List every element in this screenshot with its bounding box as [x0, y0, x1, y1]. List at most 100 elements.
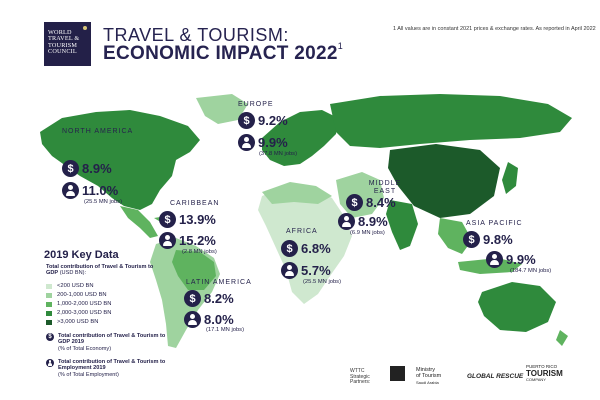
stat-middle-east-gdp: $ 8.4%: [346, 194, 396, 211]
dollar-icon: $: [46, 333, 54, 341]
dollar-icon: $: [159, 211, 176, 228]
legend-employment-icon-explainer: Total contribution of Travel & Tourism t…: [46, 359, 166, 378]
employment-value: 8.0%: [204, 312, 234, 327]
gdp-value: 9.8%: [483, 232, 513, 247]
legend-item: 2,000-3,000 USD BN: [46, 310, 111, 316]
stat-middle-east-employment: 8.9%: [338, 213, 388, 230]
legend-swatch: [46, 283, 52, 289]
dollar-icon: $: [346, 194, 363, 211]
partners-label: WTTC Strategic Partners:: [350, 368, 371, 386]
gdp-value: 9.2%: [258, 113, 288, 128]
legend-swatch: [46, 319, 52, 325]
central-america-shape: [120, 206, 158, 238]
gdp-value: 8.9%: [82, 161, 112, 176]
employment-value: 5.7%: [301, 263, 331, 278]
southeast-asia-shape: [438, 218, 472, 254]
logo-line-4: COUNCIL: [48, 48, 77, 56]
stat-caribbean-employment: 15.2%: [159, 232, 216, 249]
employment-value: 8.9%: [358, 214, 388, 229]
north-america-shape: [40, 110, 200, 210]
region-label-africa: AFRICA: [286, 228, 318, 235]
dollar-icon: $: [281, 240, 298, 257]
employment-value: 11.0%: [82, 183, 119, 198]
north-africa-shape: [262, 182, 332, 204]
legend-label: 1,000-2,000 USD BN: [57, 301, 112, 307]
jobs-value: (25.5 MN jobs): [84, 199, 123, 205]
legend-item: 200-1,000 USD BN: [46, 292, 107, 298]
legend-swatch: [46, 292, 52, 298]
ministry-line: Saudi Arabia: [416, 379, 439, 385]
logo-dot-icon: [83, 26, 87, 30]
wttc-logo: WORLD TRAVEL & TOURISM COUNCIL: [44, 22, 91, 66]
tourism-line: COMPANY: [526, 377, 546, 382]
region-label-north-america: NORTH AMERICA: [62, 128, 134, 135]
ministry-line: Ministry: [416, 367, 435, 373]
stat-caribbean-gdp: $ 13.9%: [159, 211, 216, 228]
stat-north-america-employment: 11.0%: [62, 182, 118, 199]
stat-europe-employment: 9.9%: [238, 134, 288, 151]
legend-employment-label: Total contribution of Travel & Tourism t…: [58, 359, 166, 372]
jobs-value: (25.5 MN jobs): [303, 279, 342, 285]
jobs-value: (6.9 MN jobs): [350, 230, 385, 236]
footnote: 1 All values are in constant 2021 prices…: [393, 26, 596, 32]
person-icon: [62, 182, 79, 199]
india-shape: [386, 200, 418, 250]
gdp-value: 8.4%: [366, 195, 396, 210]
brazil-shape: [172, 250, 216, 290]
partner-puerto-rico-logo: PUERTO RICO TOURISM COMPANY: [526, 364, 563, 384]
key-data-subtitle-bold: Total contribution of Travel & Tourism t…: [46, 264, 154, 277]
dollar-icon: $: [463, 231, 480, 248]
greenland-shape: [196, 94, 248, 124]
jobs-value: (37.8 MN jobs): [259, 151, 298, 157]
russia-shape: [330, 94, 572, 148]
logo-line-1: WORLD: [48, 29, 72, 36]
partners-label-line: Strategic: [350, 373, 370, 380]
tourism-line: TOURISM: [526, 368, 563, 378]
partners-label-line: WTTC: [350, 368, 365, 374]
person-icon: [338, 213, 355, 230]
region-label-latin-america: LATIN AMERICA: [186, 279, 252, 286]
title-footnote-mark: 1: [337, 41, 344, 51]
legend-item: 1,000-2,000 USD BN: [46, 301, 111, 307]
employment-value: 9.9%: [258, 135, 288, 150]
legend-swatch: [46, 301, 52, 307]
legend-label: <200 USD BN: [57, 283, 94, 289]
stat-north-america-gdp: $ 8.9%: [62, 160, 112, 177]
key-data-subtitle-unit: (USD BN):: [59, 270, 87, 277]
person-icon: [281, 262, 298, 279]
gdp-value: 6.8%: [301, 241, 331, 256]
legend-gdp-unit: (% of Total Economy): [58, 345, 112, 352]
ministry-line: of Tourism: [416, 372, 442, 379]
region-label-asia-pacific: ASIA PACIFIC: [466, 220, 523, 227]
person-icon: [46, 359, 54, 367]
partner-logo-black-square: [390, 366, 405, 381]
logo-line-2: TRAVEL &: [48, 35, 80, 43]
partner-global-rescue-logo: GLOBAL RESCUE: [467, 373, 524, 380]
europe-shape: [262, 110, 338, 166]
legend-label: >3,000 USD BN: [57, 319, 99, 325]
title-line-2: ECONOMIC IMPACT 20221: [103, 41, 344, 65]
dollar-icon: $: [62, 160, 79, 177]
legend-swatch: [46, 310, 52, 316]
title-main: ECONOMIC IMPACT 2022: [103, 43, 338, 64]
stat-africa-gdp: $ 6.8%: [281, 240, 331, 257]
key-data-title: 2019 Key Data: [44, 249, 119, 261]
australia-shape: [478, 282, 556, 332]
legend-gdp-label: Total contribution of Travel & Tourism t…: [58, 333, 166, 346]
employment-value: 9.9%: [506, 252, 536, 267]
legend-item: <200 USD BN: [46, 283, 94, 289]
person-icon: [238, 134, 255, 151]
legend-label: 200-1,000 USD BN: [57, 292, 107, 298]
gdp-value: 13.9%: [179, 212, 216, 227]
legend-employment-unit: (% of Total Employment): [58, 371, 119, 378]
stat-asia-pacific-employment: 9.9%: [486, 251, 536, 268]
china-shape: [388, 144, 500, 218]
stat-europe-gdp: $ 9.2%: [238, 112, 288, 129]
dollar-icon: $: [184, 290, 201, 307]
region-label-europe: EUROPE: [238, 101, 274, 108]
partners-label-line: Partners:: [350, 379, 371, 386]
key-data-subtitle: Total contribution of Travel & Tourism t…: [46, 264, 156, 277]
partner-ministry-logo: Ministry of Tourism Saudi Arabia: [416, 367, 442, 385]
